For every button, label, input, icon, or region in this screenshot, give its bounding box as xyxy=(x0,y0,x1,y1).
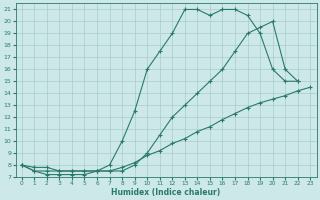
X-axis label: Humidex (Indice chaleur): Humidex (Indice chaleur) xyxy=(111,188,221,197)
